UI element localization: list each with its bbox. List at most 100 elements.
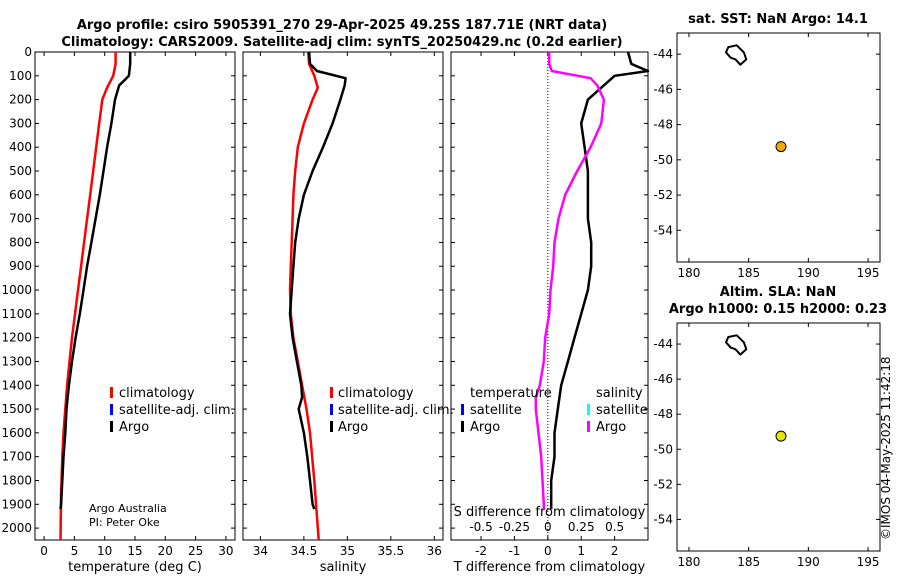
difference-legend: temperature salinity satellite Argo sate… <box>461 386 648 435</box>
series-line-climatology <box>288 51 320 541</box>
x-axis-label: temperature (deg C) <box>68 560 202 575</box>
y-tick-label: 2000 <box>1 521 32 535</box>
legend-label-argo: Argo <box>119 420 149 435</box>
figure-title-line1: Argo profile: csiro 5905391_270 29-Apr-2… <box>77 18 607 33</box>
profile-location-marker <box>775 430 787 442</box>
y-tick-label: 400 <box>9 140 32 154</box>
x-axis-label: T difference from climatology <box>453 560 646 575</box>
y-tick-label: 1300 <box>1 354 32 368</box>
y-tick-label: 500 <box>9 164 32 178</box>
x-tick-label: 190 <box>797 555 820 569</box>
x-tick-label: 185 <box>737 555 760 569</box>
y-tick-label: -46 <box>653 372 673 386</box>
map-frame <box>676 32 881 263</box>
sst-map-panel: 180 185 190 195 -44 -46 -48 -50 -52 -54 <box>653 32 881 280</box>
y-tick-label: 1400 <box>1 378 32 392</box>
legend-label-climatology: climatology <box>119 386 195 401</box>
map-frame <box>676 322 881 552</box>
x-tick-label: -1 <box>508 544 520 558</box>
legend-label-s-argo: Argo <box>596 420 626 435</box>
sla-map-panel: 180 185 190 195 -44 -46 -48 -50 -52 -54 <box>653 322 881 569</box>
series-line-argo <box>59 52 132 510</box>
y-tick-label: 1100 <box>1 307 32 321</box>
legend-swatch-satellite <box>110 404 113 415</box>
figure-title-line2: Climatology: CARS2009. Satellite-adj cli… <box>61 35 622 50</box>
y-tick-label: -48 <box>653 118 673 132</box>
plot-frame <box>34 51 236 541</box>
y-tick-label: 600 <box>9 188 32 202</box>
x-tick-label: 30 <box>218 544 233 558</box>
y-tick-label: 1500 <box>1 402 32 416</box>
profile-location-marker <box>775 141 787 153</box>
x-tick-label: 190 <box>797 266 820 280</box>
y-tick-label: 0 <box>24 45 32 59</box>
legend-label-s-satellite: satellite <box>596 403 648 418</box>
x-tick-label: 195 <box>857 555 880 569</box>
x-tick-label: 10 <box>97 544 112 558</box>
y-tick-label: 900 <box>9 259 32 273</box>
legend-swatch-t-argo <box>461 421 464 432</box>
y-tick-label: 700 <box>9 212 32 226</box>
y-tick-label: -48 <box>653 407 673 421</box>
legend-swatch-s-satellite <box>587 404 590 415</box>
y-tick-label: 1200 <box>1 331 32 345</box>
series-line-t-argo <box>549 51 650 510</box>
credit-line1: Argo Australia <box>89 502 167 515</box>
series-line-climatology <box>59 52 117 541</box>
y-tick-label: 1600 <box>1 426 32 440</box>
legend-swatch-t-satellite <box>461 404 464 415</box>
y-tick-label: -54 <box>653 223 673 237</box>
x-tick-label: 195 <box>857 266 880 280</box>
x2-axis-label: S difference from climatology <box>454 505 646 520</box>
legend-label-satellite: satellite-adj. clim. <box>119 403 235 418</box>
credit-line2: PI: Peter Oke <box>89 516 160 529</box>
legend-swatch-climatology <box>330 387 333 398</box>
sla-map-title-line2: Argo h1000: 0.15 h2000: 0.23 <box>669 302 887 317</box>
imos-timestamp: ©IMOS 04-May-2025 11:42:18 <box>879 356 893 540</box>
salinity-legend: climatology satellite-adj. clim. Argo <box>330 386 454 435</box>
legend-swatch-climatology <box>110 387 113 398</box>
x2-tick-label: -0.25 <box>499 520 530 534</box>
y-tick-label: 1700 <box>1 450 32 464</box>
legend-label-satellite: satellite-adj. clim. <box>338 403 454 418</box>
y-tick-label: 800 <box>9 235 32 249</box>
x-tick-label: 1 <box>577 544 585 558</box>
legend-label-t-argo: Argo <box>470 420 500 435</box>
x-tick-label: 185 <box>737 266 760 280</box>
y-tick-label: -50 <box>653 153 673 167</box>
y-tick-label: 200 <box>9 93 32 107</box>
x-tick-label: 180 <box>677 266 700 280</box>
legend-swatch-argo <box>330 421 333 432</box>
x-tick-label: 34 <box>253 544 268 558</box>
y-tick-label: -54 <box>653 512 673 526</box>
series-line-s-argo <box>534 52 606 510</box>
y-tick-label: -50 <box>653 442 673 456</box>
legend-label-t-satellite: satellite <box>470 403 522 418</box>
salinity-panel: 34 34.5 35 35.5 36 salinity <box>242 51 444 575</box>
x2-tick-label: 0.25 <box>568 520 595 534</box>
y-tick-label: 1000 <box>1 283 32 297</box>
coastline <box>725 44 748 66</box>
x2-tick-label: 0 <box>544 520 552 534</box>
legend-swatch-argo <box>110 421 113 432</box>
y-tick-label: 1800 <box>1 473 32 487</box>
x-tick-label: 180 <box>677 555 700 569</box>
legend-label-argo: Argo <box>338 420 368 435</box>
y-tick-label: 100 <box>9 69 32 83</box>
x-tick-label: -2 <box>475 544 487 558</box>
y-tick-label: -44 <box>653 337 673 351</box>
sla-map-title-line1: Altim. SLA: NaN <box>720 285 836 300</box>
y-tick-label: -46 <box>653 82 673 96</box>
x-tick-label: 35 <box>340 544 355 558</box>
legend-swatch-satellite <box>330 404 333 415</box>
legend-header-salinity: salinity <box>596 386 643 401</box>
x-tick-label: 25 <box>188 544 203 558</box>
x-tick-label: 0 <box>544 544 552 558</box>
x-tick-label: 34.5 <box>291 544 318 558</box>
y-tick-label: -52 <box>653 188 673 202</box>
sst-map-title: sat. SST: NaN Argo: 14.1 <box>688 12 868 27</box>
y-tick-label: 300 <box>9 116 32 130</box>
difference-panel: -2 -1 0 1 2 T difference from climatology -0.5… <box>450 51 650 575</box>
legend-header-temperature: temperature <box>470 386 552 401</box>
